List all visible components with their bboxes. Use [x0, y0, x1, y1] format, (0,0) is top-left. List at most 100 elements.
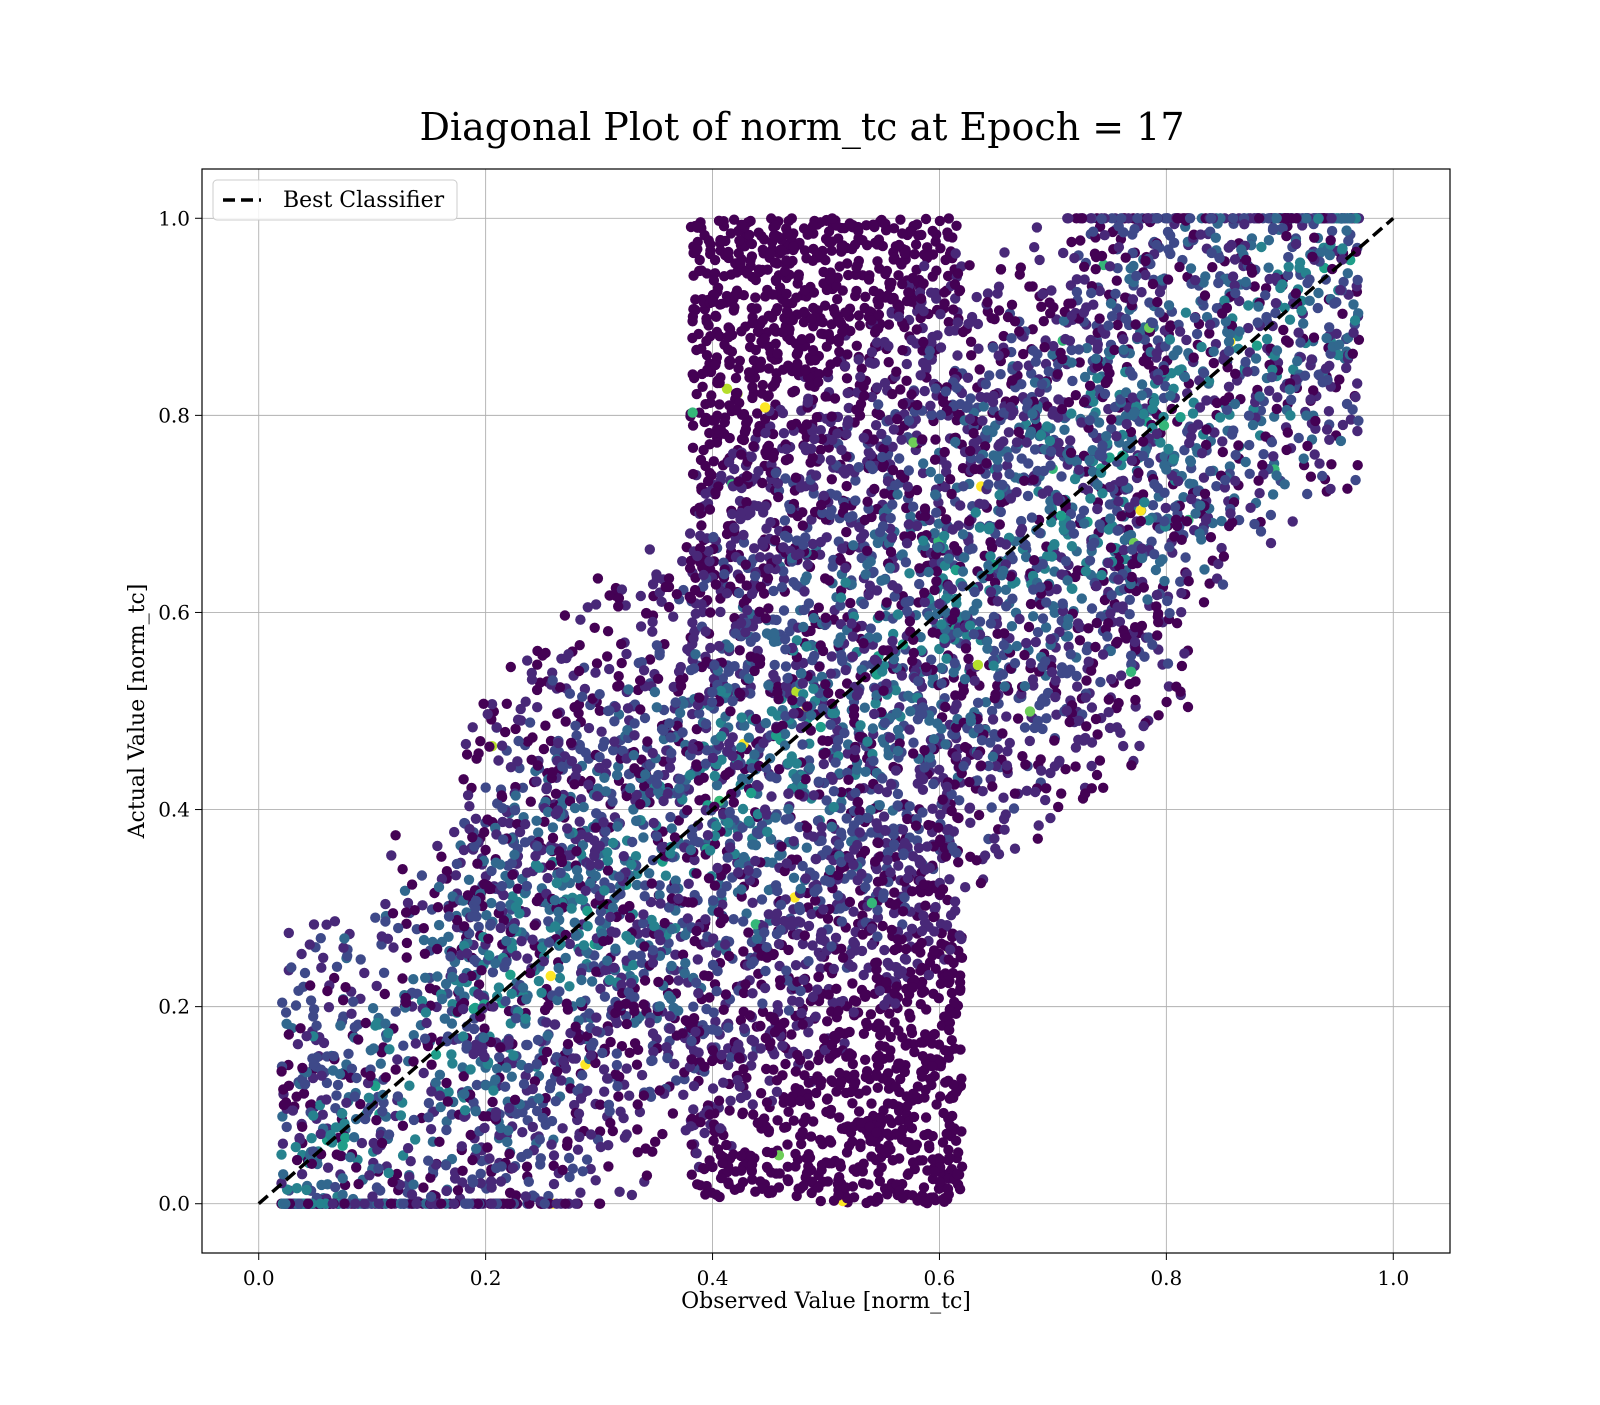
data-point	[582, 1154, 592, 1164]
data-point	[486, 898, 496, 908]
data-point	[527, 732, 537, 742]
data-point	[760, 804, 770, 814]
data-point	[459, 921, 469, 931]
data-point	[379, 968, 389, 978]
data-point	[532, 660, 542, 670]
data-point	[546, 1139, 556, 1149]
data-point	[893, 270, 903, 280]
data-point	[714, 216, 724, 226]
data-point	[951, 221, 961, 231]
data-point	[522, 1162, 532, 1172]
data-point	[951, 1136, 961, 1146]
data-point	[870, 958, 880, 968]
data-point	[949, 997, 959, 1007]
data-point	[715, 607, 725, 617]
data-point	[748, 441, 758, 451]
data-point	[296, 949, 306, 959]
data-point	[888, 465, 898, 475]
data-point	[688, 369, 698, 379]
data-point	[613, 1000, 623, 1010]
data-point	[365, 1071, 375, 1081]
data-point	[612, 770, 622, 780]
data-point	[893, 725, 903, 735]
data-point	[446, 1049, 456, 1059]
data-point	[408, 974, 418, 984]
data-point	[536, 988, 546, 998]
data-point	[662, 789, 672, 799]
data-point	[922, 252, 932, 262]
data-point	[614, 671, 624, 681]
data-point	[790, 1161, 800, 1171]
data-point	[318, 953, 328, 963]
data-point	[591, 1012, 601, 1022]
data-point	[777, 1041, 787, 1051]
data-point	[351, 1162, 361, 1172]
data-point	[518, 983, 528, 993]
data-point	[796, 1008, 806, 1018]
data-point	[751, 345, 761, 355]
data-point	[655, 647, 665, 657]
data-point	[654, 930, 664, 940]
data-point	[386, 850, 396, 860]
data-point	[341, 1098, 351, 1108]
data-point	[816, 537, 826, 547]
data-point	[540, 648, 550, 658]
data-point	[866, 1098, 876, 1108]
data-point	[445, 951, 455, 961]
data-point	[552, 709, 562, 719]
data-point	[908, 502, 918, 512]
data-point	[843, 270, 853, 280]
data-point	[511, 951, 521, 961]
data-point	[709, 1007, 719, 1017]
data-point	[435, 1070, 445, 1080]
data-point	[589, 851, 599, 861]
data-point	[368, 1003, 378, 1013]
data-point	[550, 895, 560, 905]
data-point	[602, 956, 612, 966]
data-point	[842, 1147, 852, 1157]
data-point	[918, 358, 928, 368]
data-point	[705, 643, 715, 653]
data-point	[815, 445, 825, 455]
data-point	[902, 814, 912, 824]
data-point	[316, 963, 326, 973]
data-point	[635, 704, 645, 714]
data-point	[604, 1100, 614, 1110]
data-point	[902, 538, 912, 548]
data-point	[554, 846, 564, 856]
data-point	[573, 1145, 583, 1155]
data-point	[451, 870, 461, 880]
data-point	[288, 1105, 298, 1115]
data-point	[507, 870, 517, 880]
data-point	[736, 1093, 746, 1103]
data-point	[847, 1098, 857, 1108]
data-point	[708, 1136, 718, 1146]
data-point	[883, 341, 893, 351]
data-point	[291, 1142, 301, 1152]
data-point	[639, 665, 649, 675]
data-point	[377, 1106, 387, 1116]
data-point	[443, 1096, 453, 1106]
data-point	[307, 1053, 317, 1063]
data-point	[629, 1006, 639, 1016]
data-point	[613, 601, 623, 611]
data-point	[888, 1155, 898, 1165]
data-point	[499, 962, 509, 972]
data-point	[474, 922, 484, 932]
data-point	[852, 765, 862, 775]
data-point	[316, 1180, 326, 1190]
data-point	[772, 1087, 782, 1097]
data-point	[280, 1199, 290, 1209]
data-point	[502, 1137, 512, 1147]
data-point	[471, 1106, 481, 1116]
data-point	[465, 1064, 475, 1074]
data-point	[486, 1182, 496, 1192]
data-point	[462, 948, 472, 958]
data-point	[696, 265, 706, 275]
data-point	[756, 1088, 766, 1098]
data-point	[610, 944, 620, 954]
data-point	[386, 1199, 396, 1209]
data-point	[387, 1177, 397, 1187]
data-point	[816, 722, 826, 732]
data-point	[393, 1091, 403, 1101]
